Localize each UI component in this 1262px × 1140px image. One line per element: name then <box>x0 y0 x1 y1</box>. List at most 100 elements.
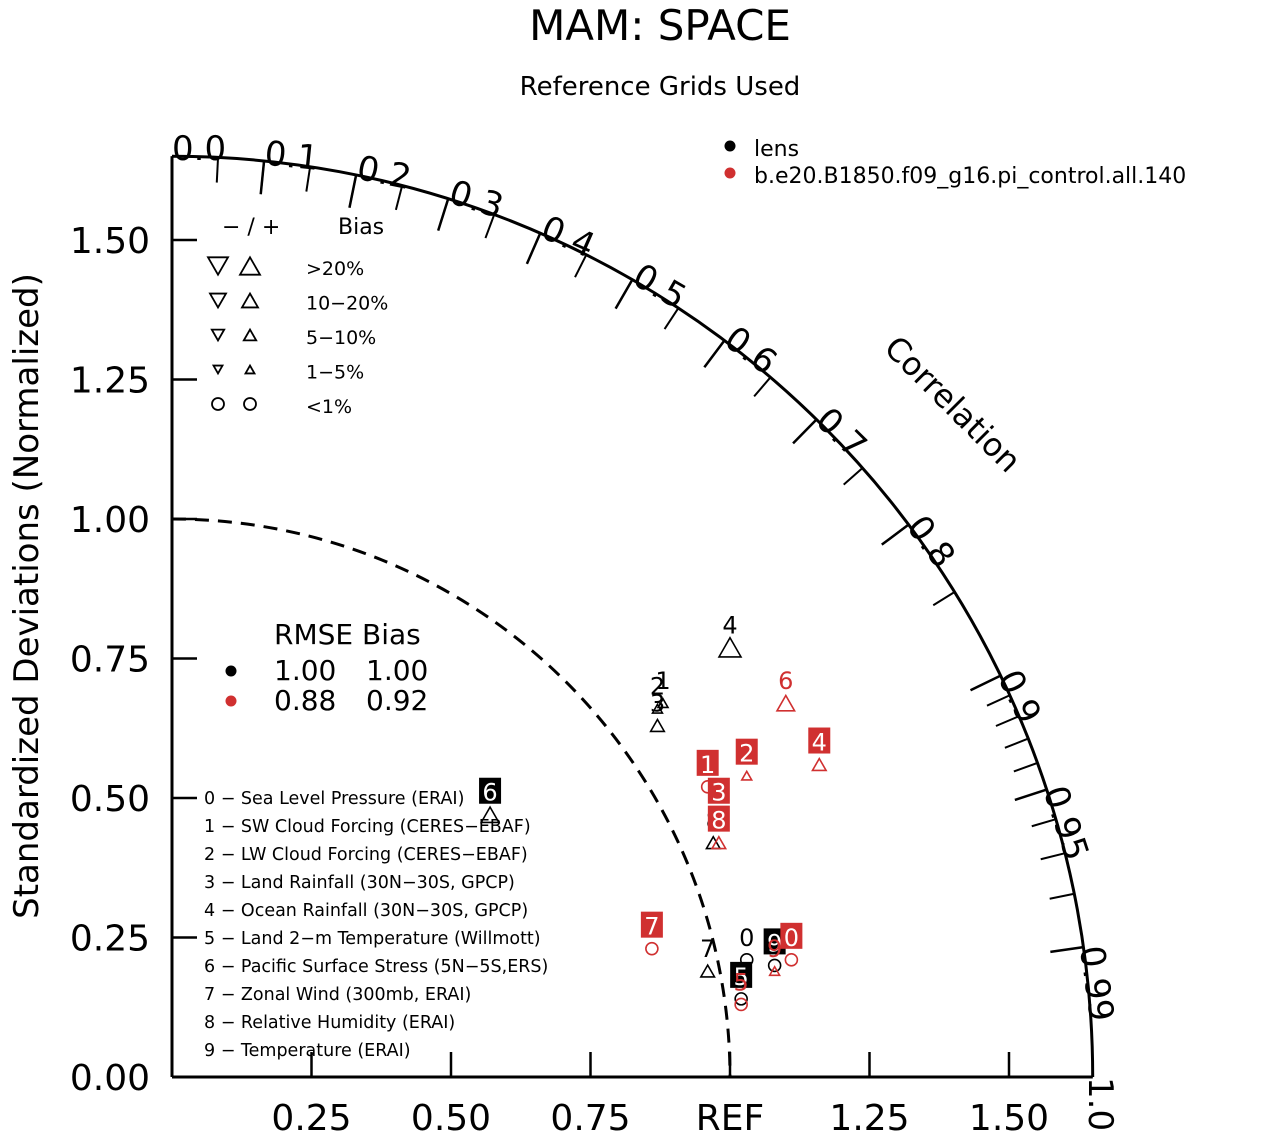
data-point-triangle <box>479 805 501 824</box>
bias-value: 1.00 <box>366 654 428 687</box>
data-point-label: 6 <box>482 779 497 807</box>
y-tick-label: 0.00 <box>70 1058 150 1099</box>
data-point-label-box <box>479 777 502 804</box>
correlation-tick <box>1050 945 1084 954</box>
bias-legend-label: <1% <box>306 396 352 418</box>
bias-down-triangle-icon <box>211 364 225 376</box>
data-point-triangle <box>699 963 716 978</box>
data-point-triangle <box>775 693 796 712</box>
correlation-tick <box>1014 788 1048 802</box>
bias-up-triangle-icon <box>242 327 258 342</box>
data-point-label: 5 <box>734 963 749 991</box>
correlation-tick-label: 0.6 <box>717 319 784 383</box>
correlation-minor-tick <box>484 214 496 239</box>
bias-legend-header: Bias <box>338 215 384 240</box>
correlation-minor-tick <box>1040 852 1066 861</box>
correlation-minor-tick <box>843 467 864 486</box>
data-point-circle <box>734 997 748 1012</box>
bias-legend-label: 1−5% <box>306 362 364 384</box>
bias-circle-icon <box>243 397 257 411</box>
data-point-circle <box>784 953 799 967</box>
data-point-circle <box>645 941 659 956</box>
bias-up-triangle-icon <box>243 363 257 375</box>
correlation-label: Correlation <box>877 328 1029 480</box>
chart-title: MAM: SPACE <box>529 1 791 50</box>
data-point-label: 1 <box>655 667 670 695</box>
data-points-layer: 01234567890123456789 <box>479 611 831 1012</box>
data-point-label-box <box>735 738 758 765</box>
y-tick-label: 1.50 <box>70 221 150 262</box>
variable-legend-item: 4 − Ocean Rainfall (30N−30S, GPCP) <box>204 901 528 921</box>
correlation-tick-label: 0.7 <box>808 400 875 466</box>
correlation-tick <box>259 160 266 195</box>
correlation-tick-label: 0.5 <box>626 256 693 318</box>
variable-legend-item: 8 − Relative Humidity (ERAI) <box>204 1013 455 1033</box>
data-point-triangle <box>656 697 670 709</box>
variable-legend-item: 9 − Temperature (ERAI) <box>204 1041 411 1061</box>
x-tick-label: 1.50 <box>969 1098 1049 1135</box>
variable-legend-item: 7 − Zonal Wind (300mb, ERAI) <box>204 985 471 1005</box>
bias-up-triangle-icon <box>238 255 262 276</box>
rmse-value: 0.88 <box>274 684 336 717</box>
rmse-bias-dot <box>225 695 237 707</box>
bias-legend-label: 5−10% <box>306 327 376 349</box>
data-point-triangle <box>717 636 743 658</box>
y-tick-label: 0.50 <box>70 779 150 820</box>
correlation-minor-tick <box>394 185 404 211</box>
data-point-label: 1 <box>700 751 715 779</box>
correlation-tick <box>436 198 450 232</box>
data-point-label-box <box>780 922 803 949</box>
correlation-minor-tick <box>1031 818 1057 828</box>
data-point-label: 4 <box>812 729 827 757</box>
data-point-label: 2 <box>650 673 665 701</box>
data-point-triangle <box>811 756 828 772</box>
correlation-tick-label: 0.8 <box>898 508 962 575</box>
variable-legend-item: 2 − LW Cloud Forcing (CERES−EBAF) <box>204 845 528 865</box>
bias-up-triangle-icon <box>240 291 260 309</box>
data-point-label: 7 <box>700 935 715 963</box>
variable-legend-item: 1 − SW Cloud Forcing (CERES−EBAF) <box>204 817 531 837</box>
data-point-circle <box>734 992 748 1006</box>
model-legend-dot <box>724 140 736 152</box>
x-tick-label: REF <box>696 1098 764 1135</box>
correlation-minor-tick <box>215 157 220 183</box>
correlation-tick <box>525 232 542 265</box>
variable-legend-item: 6 − Pacific Surface Stress (5N−5S,ERS) <box>204 957 548 977</box>
correlation-minor-tick <box>1013 761 1038 773</box>
data-point-label: 5 <box>734 968 749 996</box>
bias-legend-sign: − / + <box>222 215 280 240</box>
data-point-label-box <box>763 928 786 955</box>
correlation-tick <box>792 418 818 445</box>
data-point-label: 6 <box>778 667 793 695</box>
correlation-tick-label: 0.0 <box>172 129 226 169</box>
bias-value: 0.92 <box>366 684 428 717</box>
bias-circle-icon <box>211 397 225 411</box>
rmse-value: 1.00 <box>274 654 336 687</box>
correlation-minor-tick <box>305 166 312 192</box>
correlation-minor-tick <box>995 715 1020 727</box>
correlation-minor-tick <box>1049 892 1075 900</box>
model-legend-label: lens <box>754 137 799 162</box>
data-point-triangle <box>768 965 781 977</box>
bias-down-triangle-icon <box>210 328 226 343</box>
correlation-minor-tick <box>1004 737 1029 749</box>
data-point-triangle <box>710 835 728 850</box>
correlation-minor-tick <box>574 254 588 278</box>
data-point-label: 2 <box>739 740 754 768</box>
data-point-label-box <box>808 727 831 754</box>
data-point-label: 3 <box>711 779 726 807</box>
variable-legend-item: 5 − Land 2−m Temperature (Willmott) <box>204 929 541 949</box>
reference-arc <box>171 517 732 1078</box>
data-point-label: 4 <box>722 611 737 639</box>
y-tick-label: 0.25 <box>70 919 150 960</box>
rmse-bias-header: RMSE Bias <box>274 618 421 651</box>
data-point-label-box <box>696 749 719 776</box>
bias-down-triangle-icon <box>206 256 230 277</box>
model-legend-label: b.e20.B1850.f09_g16.pi_control.all.140 <box>754 164 1186 189</box>
correlation-tick <box>703 339 726 368</box>
data-point-label-box <box>707 805 730 832</box>
correlation-minor-tick <box>986 694 1011 707</box>
correlation-tick-label: 1.0 <box>1080 1077 1120 1131</box>
data-point-triangle <box>740 769 754 781</box>
